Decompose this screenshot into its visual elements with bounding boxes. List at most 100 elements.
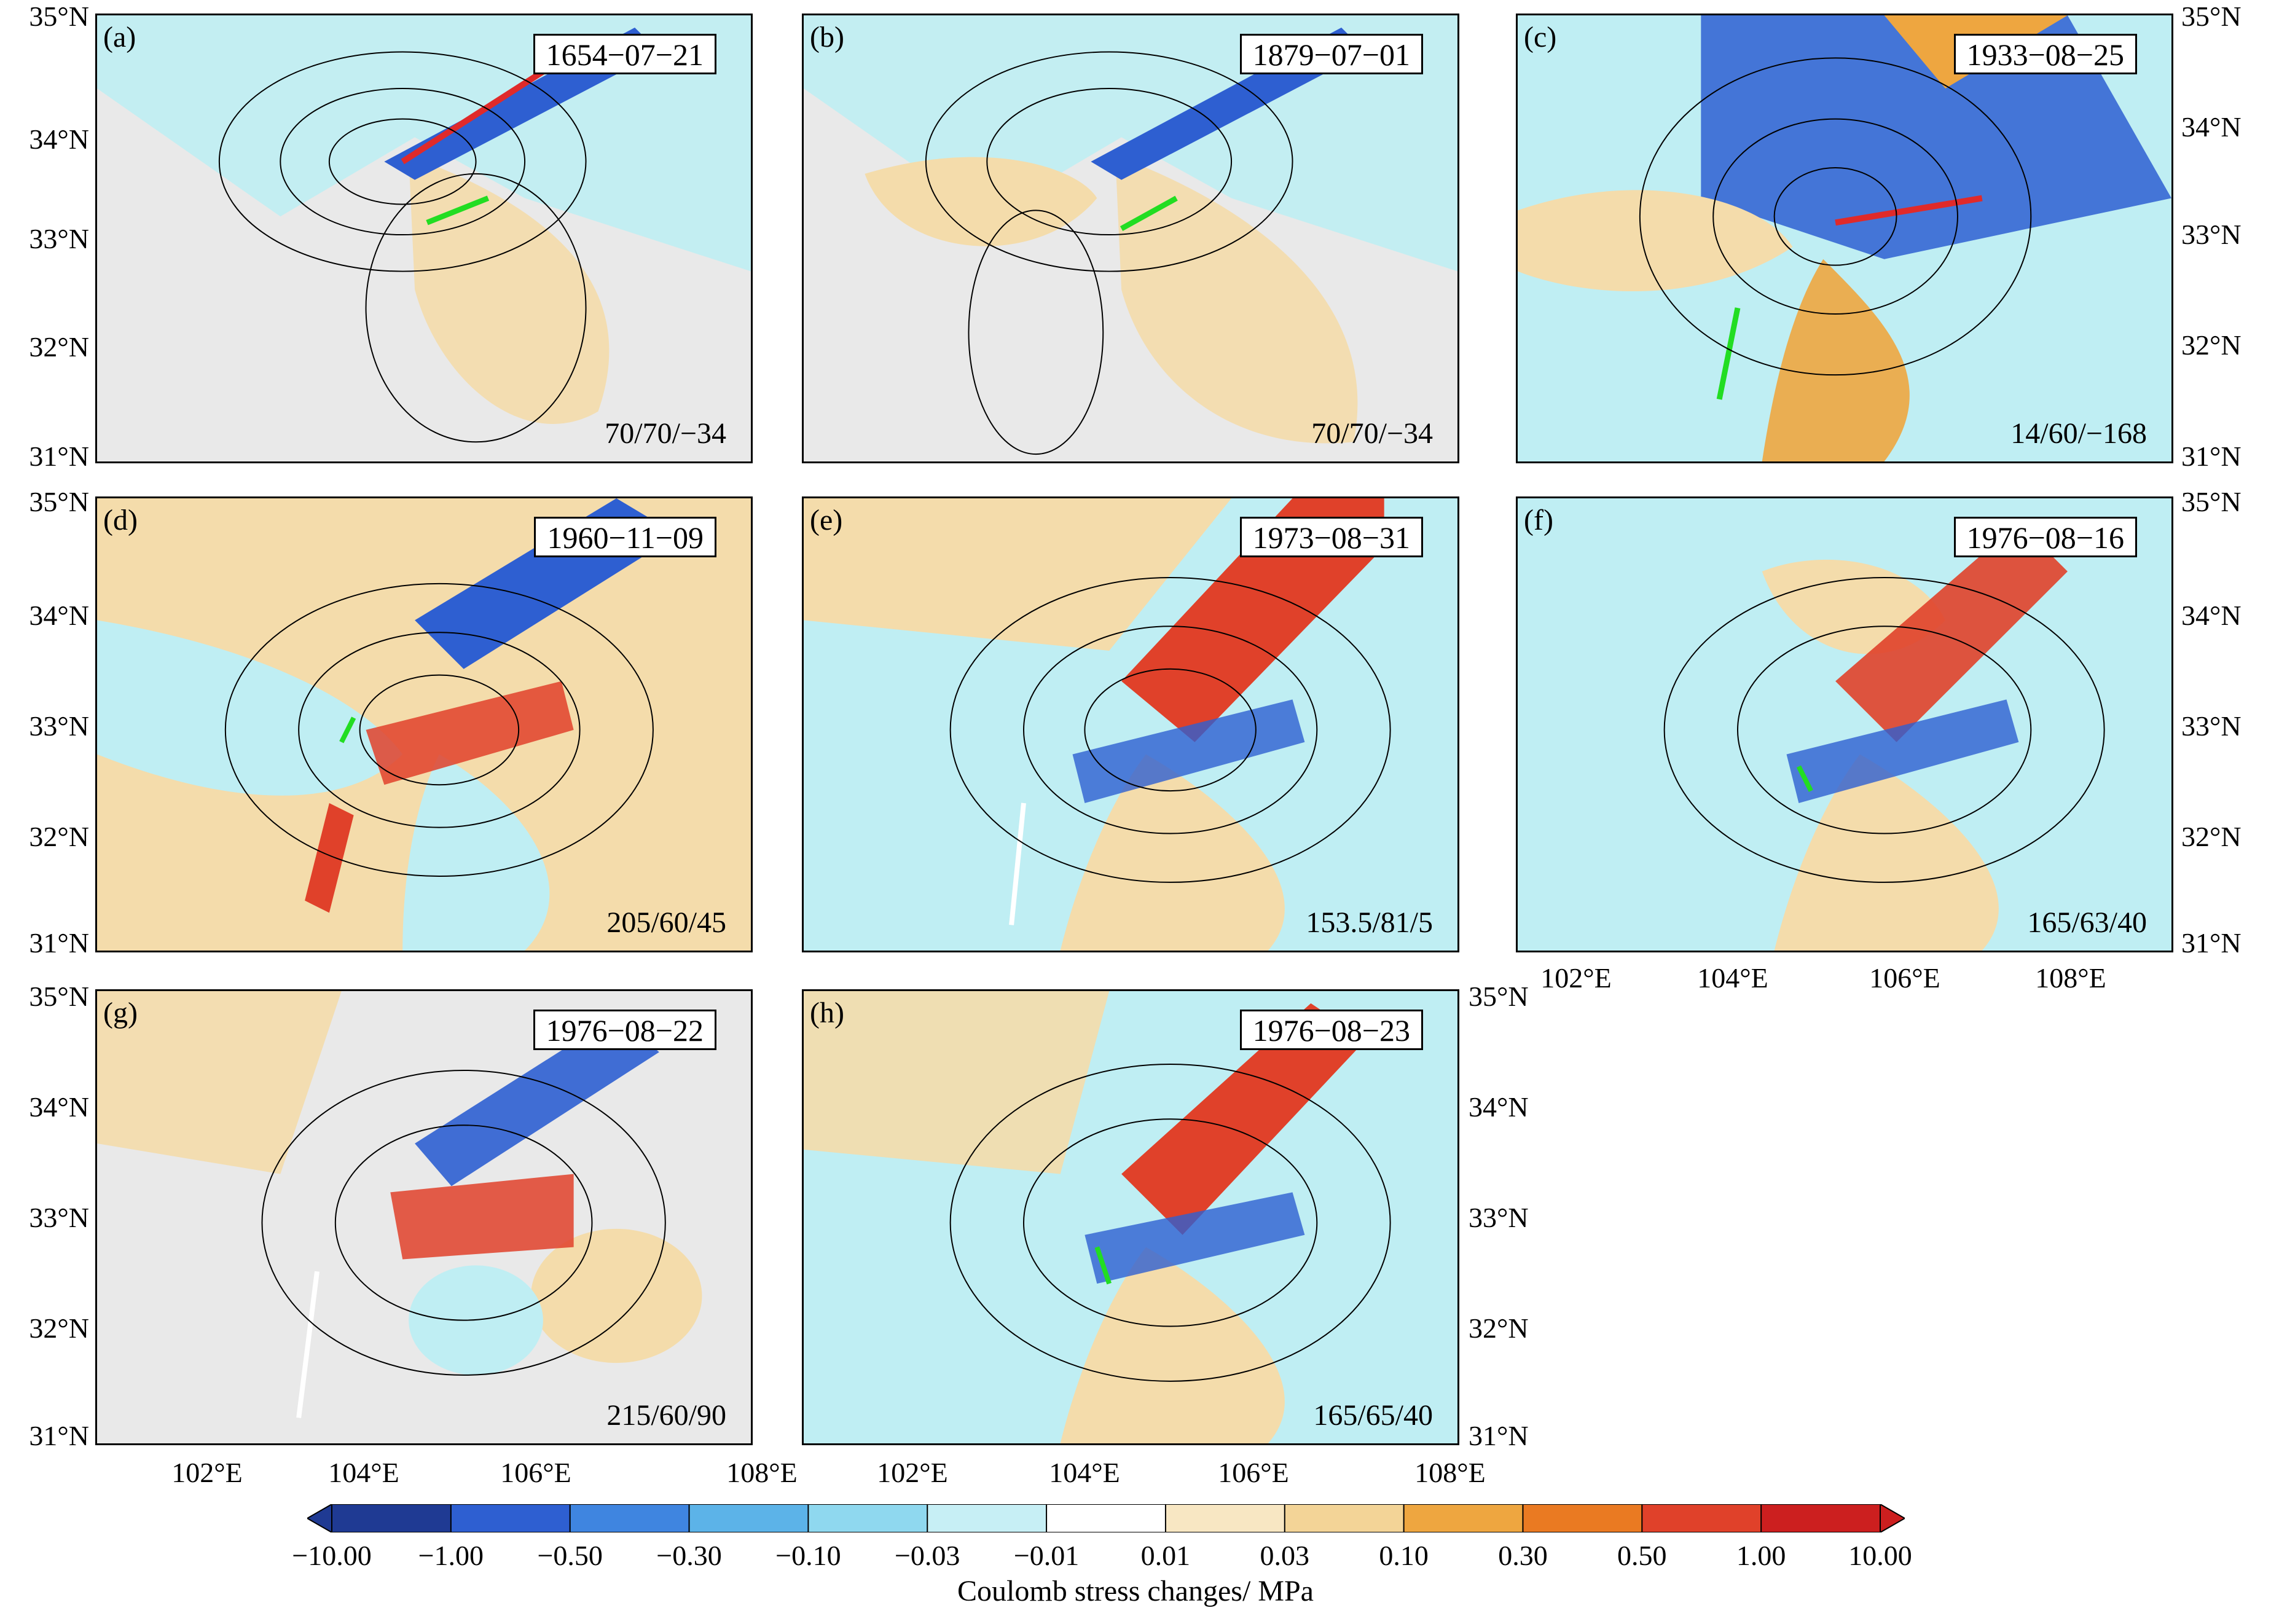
colorbar-segment: [1641, 1504, 1762, 1532]
lat-label: 31°N: [2181, 927, 2242, 959]
panel-label: (h): [810, 997, 844, 1029]
colorbar-tick-label: 10.00: [1848, 1540, 1912, 1571]
colorbar-tick-label: 0.01: [1140, 1540, 1191, 1571]
lon-label: 102°E: [877, 1457, 948, 1488]
lat-label: 32°N: [29, 331, 89, 363]
panel-c: (c) 1933−08−25 14/60/−168: [1516, 14, 2173, 463]
panel-g: (g) 1976−08−22 215/60/90: [95, 989, 753, 1445]
lat-label: 32°N: [1469, 1312, 1529, 1344]
colorbar-tick-label: 0.50: [1617, 1540, 1667, 1571]
panel-b-map: [804, 15, 1457, 461]
focal-mechanism-label: 165/63/40: [2027, 906, 2147, 939]
colorbar-segment: [1403, 1504, 1524, 1532]
lat-label: 34°N: [1469, 1091, 1529, 1123]
event-date-label: 1976−08−16: [1953, 517, 2137, 557]
lon-label: 102°E: [171, 1457, 243, 1488]
colorbar-segment: [1760, 1504, 1881, 1532]
focal-mechanism-label: 70/70/−34: [605, 417, 726, 450]
colorbar-segment: [450, 1504, 571, 1532]
lon-label: 104°E: [1049, 1457, 1120, 1488]
lat-label: 31°N: [29, 927, 89, 959]
colorbar-tick-label: −0.50: [537, 1540, 603, 1571]
lat-label: 35°N: [29, 1, 89, 32]
event-date-label: 1933−08−25: [1953, 34, 2137, 74]
colorbar-segment: [1164, 1504, 1286, 1532]
lat-label: 34°N: [29, 1091, 89, 1123]
lon-label: 108°E: [726, 1457, 798, 1488]
lat-label: 35°N: [2181, 1, 2242, 32]
lat-label: 31°N: [1469, 1420, 1529, 1451]
panel-g-map: [97, 991, 751, 1443]
colorbar-segment: [688, 1504, 809, 1532]
lat-label: 34°N: [29, 600, 89, 631]
colorbar-tick-label: 0.03: [1260, 1540, 1310, 1571]
lon-label: 106°E: [1218, 1457, 1289, 1488]
panel-label: (e): [810, 504, 843, 536]
colorbar-segment: [331, 1504, 452, 1532]
lat-label: 33°N: [29, 223, 89, 254]
colorbar-segment: [807, 1504, 928, 1532]
panel-e-map: [804, 498, 1457, 951]
panel-label: (g): [103, 997, 138, 1029]
panel-label: (a): [103, 21, 136, 53]
event-date-label: 1973−08−31: [1239, 517, 1423, 557]
panel-e: (e) 1973−08−31 153.5/81/5: [802, 496, 1459, 952]
event-date-label: 1976−08−23: [1239, 1010, 1423, 1050]
colorbar-tick-label: 1.00: [1736, 1540, 1786, 1571]
colorbar: [307, 1504, 1905, 1532]
focal-mechanism-label: 215/60/90: [606, 1399, 726, 1432]
lat-label: 33°N: [2181, 710, 2242, 742]
lat-label: 31°N: [29, 441, 89, 472]
lon-label: 104°E: [328, 1457, 399, 1488]
panel-b: (b) 1879−07−01 70/70/−34: [802, 14, 1459, 463]
colorbar-tick-label: −0.30: [656, 1540, 722, 1571]
lat-label: 32°N: [29, 1312, 89, 1344]
colorbar-ticks: −10.00 −1.00 −0.50 −0.30 −0.10 −0.03 −0.01 0.01…: [0, 1539, 2271, 1576]
colorbar-title: Coulomb stress changes/ MPa: [957, 1575, 1314, 1607]
lat-label: 32°N: [2181, 821, 2242, 852]
panel-f-map: [1518, 498, 2171, 951]
focal-mechanism-label: 14/60/−168: [2010, 417, 2147, 450]
panel-d: (d) 1960−11−09 205/60/45: [95, 496, 753, 952]
lon-label: 104°E: [1697, 962, 1768, 994]
event-date-label: 1879−07−01: [1239, 34, 1423, 74]
lat-label: 33°N: [29, 710, 89, 742]
colorbar-segment: [927, 1504, 1048, 1532]
colorbar-tick-label: 0.30: [1498, 1540, 1548, 1571]
lon-label: 106°E: [1869, 962, 1940, 994]
colorbar-max-arrow: [1880, 1504, 1905, 1532]
lat-label: 35°N: [1469, 981, 1529, 1012]
lat-label: 33°N: [2181, 219, 2242, 250]
lat-label: 35°N: [29, 486, 89, 517]
panel-label: (d): [103, 504, 138, 536]
panel-h-map: [804, 991, 1457, 1443]
panel-d-map: [97, 498, 751, 951]
panel-f: (f) 1976−08−16 165/63/40: [1516, 496, 2173, 952]
panel-a-map: [97, 15, 751, 461]
lat-label: 33°N: [29, 1202, 89, 1233]
colorbar-segment: [569, 1504, 691, 1532]
panel-label: (b): [810, 21, 844, 53]
panel-h: (h) 1976−08−23 165/65/40: [802, 989, 1459, 1445]
lat-label: 32°N: [29, 821, 89, 852]
focal-mechanism-label: 153.5/81/5: [1306, 906, 1433, 939]
panel-a: (a) 1654−07−21 70/70/−34: [95, 14, 753, 463]
colorbar-tick-label: −0.03: [894, 1540, 960, 1571]
lat-label: 32°N: [2181, 329, 2242, 361]
lon-label: 108°E: [2035, 962, 2106, 994]
lon-label: 102°E: [1540, 962, 1612, 994]
colorbar-tick-label: −0.10: [775, 1540, 841, 1571]
colorbar-segment: [1522, 1504, 1643, 1532]
panel-label: (f): [1524, 504, 1553, 536]
colorbar-tick-label: −0.01: [1013, 1540, 1080, 1571]
event-date-label: 1654−07−21: [533, 34, 716, 74]
lat-label: 35°N: [2181, 486, 2242, 517]
colorbar-tick-label: −1.00: [418, 1540, 484, 1571]
focal-mechanism-label: 205/60/45: [606, 906, 726, 939]
lat-label: 31°N: [29, 1420, 89, 1451]
panel-c-map: [1518, 15, 2171, 461]
colorbar-segment: [1046, 1504, 1167, 1532]
event-date-label: 1960−11−09: [534, 517, 716, 557]
event-date-label: 1976−08−22: [533, 1010, 716, 1050]
lon-label: 108°E: [1414, 1457, 1486, 1488]
